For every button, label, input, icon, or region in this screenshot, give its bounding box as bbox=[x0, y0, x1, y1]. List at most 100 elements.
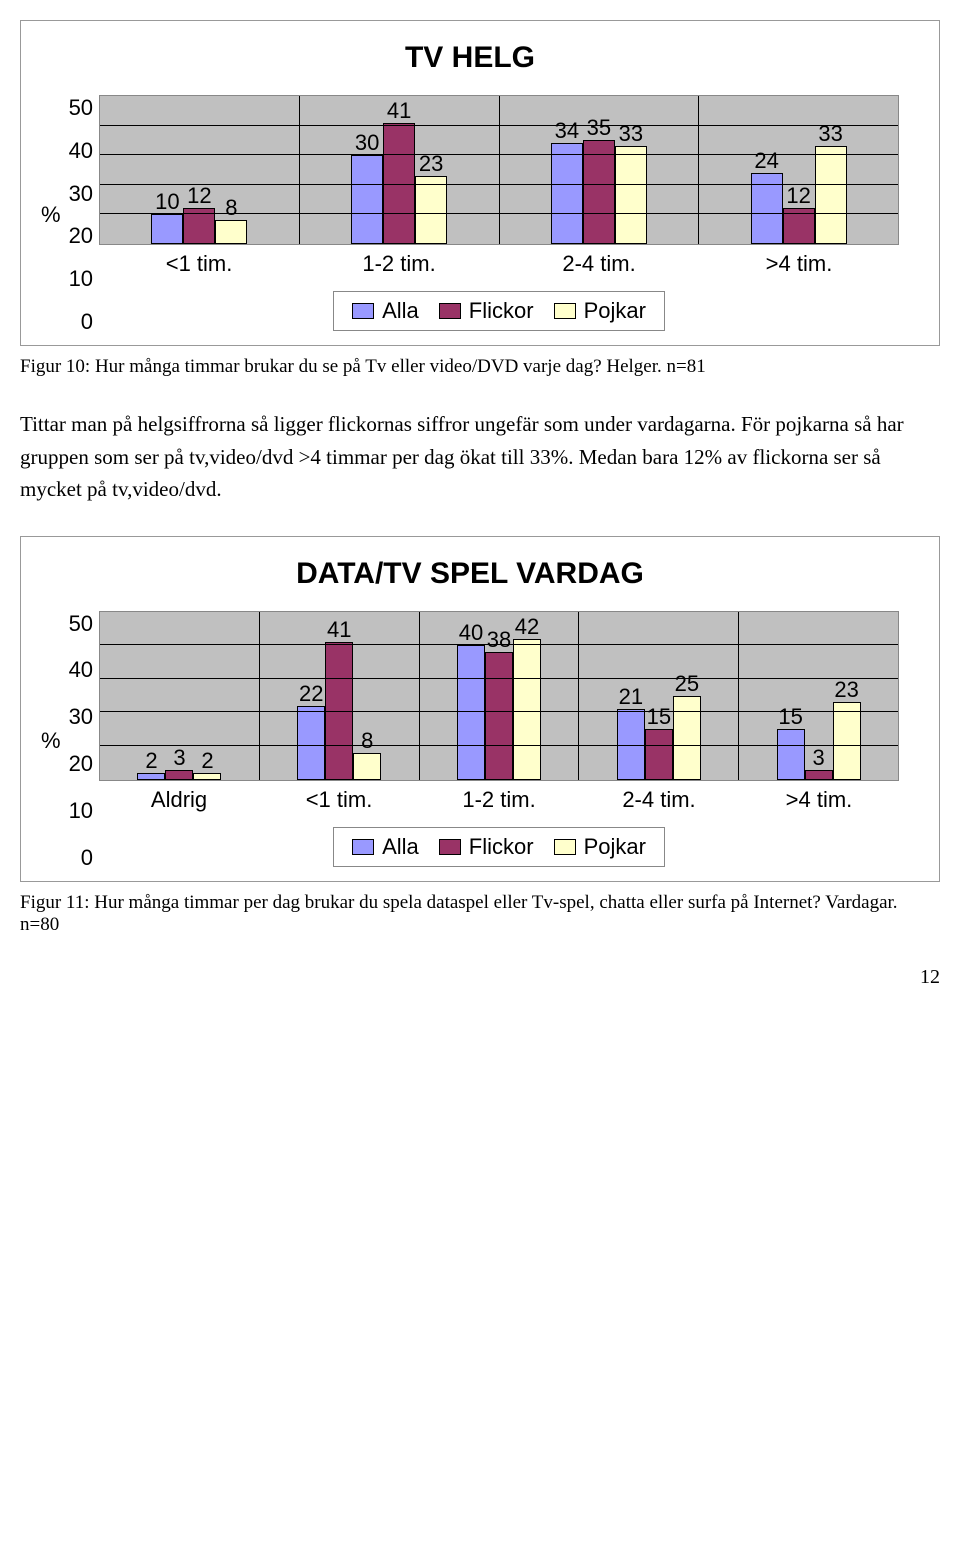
y-tick: 10 bbox=[69, 266, 93, 292]
legend-label-flickor: Flickor bbox=[469, 834, 534, 860]
chart1-plot: 10128304123343533241233 bbox=[99, 95, 899, 245]
bar-value-label: 42 bbox=[515, 614, 539, 640]
legend-item-alla: Alla bbox=[352, 298, 419, 324]
bar-pojkar: 33 bbox=[815, 146, 847, 244]
bar-value-label: 15 bbox=[778, 704, 802, 730]
bar-value-label: 30 bbox=[355, 130, 379, 156]
chart1-body: % 50403020100 10128304123343533241233 <1… bbox=[41, 95, 899, 335]
bar-pojkar: 23 bbox=[833, 702, 861, 779]
bar-value-label: 41 bbox=[387, 98, 411, 124]
figure11-caption: Figur 11: Hur många timmar per dag bruka… bbox=[20, 892, 940, 936]
bar-alla: 15 bbox=[777, 729, 805, 779]
chart-tv-helg: TV HELG % 50403020100 101283041233435332… bbox=[20, 20, 940, 346]
chart1-groups: 10128304123343533241233 bbox=[100, 96, 898, 244]
y-tick: 50 bbox=[69, 611, 93, 637]
chart2-plot-wrap: 2322241840384221152515323 Aldrig<1 tim.1… bbox=[99, 611, 899, 871]
chart1-xlabels: <1 tim.1-2 tim.2-4 tim.>4 tim. bbox=[99, 251, 899, 277]
bar-value-label: 41 bbox=[327, 617, 351, 643]
gridline bbox=[100, 678, 898, 679]
legend-label-pojkar: Pojkar bbox=[584, 298, 646, 324]
chart1-yticks: 50403020100 bbox=[69, 95, 99, 335]
legend-swatch-pojkar bbox=[554, 303, 576, 319]
bar-value-label: 22 bbox=[299, 681, 323, 707]
x-category-label: <1 tim. bbox=[259, 787, 419, 813]
legend-item-flickor: Flickor bbox=[439, 298, 534, 324]
bar-flickor: 35 bbox=[583, 140, 615, 244]
y-tick: 50 bbox=[69, 95, 93, 121]
y-tick: 40 bbox=[69, 657, 93, 683]
bar-pojkar: 8 bbox=[353, 753, 381, 780]
legend-item-pojkar: Pojkar bbox=[554, 834, 646, 860]
bar-value-label: 12 bbox=[786, 183, 810, 209]
x-category-label: Aldrig bbox=[99, 787, 259, 813]
chart2-yticks: 50403020100 bbox=[69, 611, 99, 871]
gridline bbox=[100, 125, 898, 126]
bar-cluster: 15323 bbox=[777, 612, 861, 780]
chart2-title: DATA/TV SPEL VARDAG bbox=[41, 557, 899, 591]
bar-value-label: 24 bbox=[754, 148, 778, 174]
bar-flickor: 15 bbox=[645, 729, 673, 779]
bar-value-label: 12 bbox=[187, 183, 211, 209]
bar-value-label: 10 bbox=[155, 189, 179, 215]
bar-group: 304123 bbox=[300, 96, 500, 244]
legend-item-pojkar: Pojkar bbox=[554, 298, 646, 324]
bar-alla: 30 bbox=[351, 155, 383, 244]
legend-swatch-pojkar bbox=[554, 839, 576, 855]
bar-cluster: 403842 bbox=[457, 612, 541, 780]
bar-value-label: 40 bbox=[459, 620, 483, 646]
gridline bbox=[100, 711, 898, 712]
page-number: 12 bbox=[20, 966, 940, 989]
y-tick: 30 bbox=[69, 704, 93, 730]
chart2-legend: Alla Flickor Pojkar bbox=[333, 827, 665, 867]
gridline bbox=[100, 154, 898, 155]
bar-group: 211525 bbox=[579, 612, 739, 780]
bar-cluster: 343533 bbox=[551, 96, 647, 244]
legend-label-alla: Alla bbox=[382, 298, 419, 324]
bar-cluster: 10128 bbox=[151, 96, 247, 244]
bar-value-label: 25 bbox=[675, 671, 699, 697]
bar-flickor: 38 bbox=[485, 652, 513, 780]
bar-cluster: 24 1233 bbox=[751, 96, 847, 244]
bar-flickor: 3 bbox=[805, 770, 833, 780]
bar-value-label: 21 bbox=[619, 684, 643, 710]
bar-pojkar: 25 bbox=[673, 696, 701, 780]
legend-swatch-alla bbox=[352, 839, 374, 855]
bar-group: 10128 bbox=[100, 96, 300, 244]
bar-value-label: 23 bbox=[834, 677, 858, 703]
bar-pojkar: 8 bbox=[215, 220, 247, 244]
chart1-legend: Alla Flickor Pojkar bbox=[333, 291, 665, 331]
x-category-label: <1 tim. bbox=[99, 251, 299, 277]
gridline bbox=[100, 184, 898, 185]
bar-pojkar: 33 bbox=[615, 146, 647, 244]
bar-cluster: 22 41 8 bbox=[297, 612, 381, 780]
bar-alla: 2 bbox=[137, 773, 165, 780]
bar-alla: 22 bbox=[297, 706, 325, 780]
legend-item-flickor: Flickor bbox=[439, 834, 534, 860]
legend-swatch-flickor bbox=[439, 303, 461, 319]
x-category-label: >4 tim. bbox=[699, 251, 899, 277]
bar-value-label: 34 bbox=[555, 118, 579, 144]
bar-flickor: 3 bbox=[165, 770, 193, 780]
bar-value-label: 3 bbox=[173, 745, 185, 771]
bar-value-label: 8 bbox=[361, 728, 373, 754]
legend-label-flickor: Flickor bbox=[469, 298, 534, 324]
bar-cluster: 232 bbox=[137, 612, 221, 780]
legend-label-alla: Alla bbox=[382, 834, 419, 860]
x-category-label: 2-4 tim. bbox=[579, 787, 739, 813]
gridline bbox=[100, 213, 898, 214]
bar-alla: 10 bbox=[151, 214, 183, 244]
gridline bbox=[100, 644, 898, 645]
bar-cluster: 304123 bbox=[351, 96, 447, 244]
x-category-label: 1-2 tim. bbox=[299, 251, 499, 277]
y-tick: 20 bbox=[69, 223, 93, 249]
bar-value-label: 15 bbox=[647, 704, 671, 730]
gridline bbox=[100, 745, 898, 746]
bar-group: 15323 bbox=[739, 612, 898, 780]
bar-group: 22 41 8 bbox=[260, 612, 420, 780]
bar-alla: 34 bbox=[551, 143, 583, 244]
bar-group: 343533 bbox=[500, 96, 700, 244]
chart2-body: % 50403020100 2322241840384221152515323 … bbox=[41, 611, 899, 871]
chart-data-tv-spel: DATA/TV SPEL VARDAG % 50403020100 232224… bbox=[20, 536, 940, 882]
chart2-plot: 2322241840384221152515323 bbox=[99, 611, 899, 781]
bar-value-label: 8 bbox=[225, 195, 237, 221]
